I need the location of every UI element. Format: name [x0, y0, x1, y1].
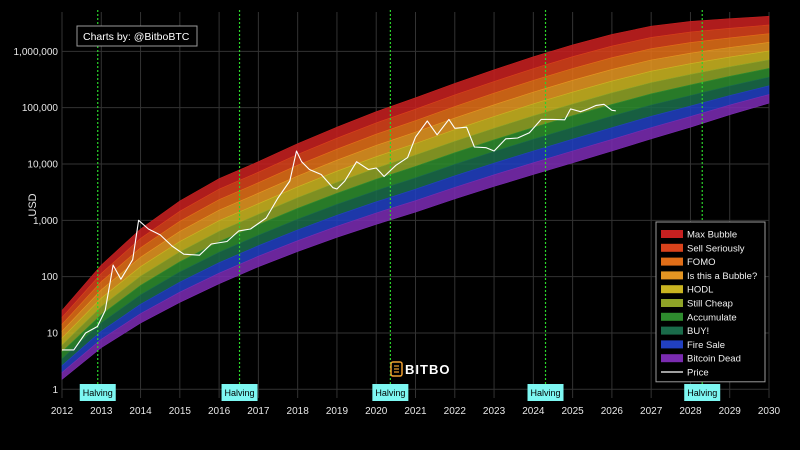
y-tick-label-6: 1,000,000: [14, 47, 59, 58]
legend-swatch: [661, 354, 683, 363]
x-tick-label-17: 2029: [719, 406, 742, 417]
legend-label: Still Cheap: [687, 299, 733, 310]
x-tick-label-16: 2028: [679, 406, 702, 417]
legend-swatch: [661, 243, 683, 252]
credit-text: Charts by: @BitboBTC: [83, 31, 190, 43]
band-bitcoin-dead: [61, 94, 770, 381]
halving-label-text: Halving: [531, 388, 561, 398]
legend-swatch: [661, 257, 683, 266]
legend-label: Bitcoin Dead: [687, 354, 741, 365]
legend-item: BUY!: [661, 326, 709, 337]
x-tick-label-4: 2016: [208, 406, 231, 417]
y-tick-label-5: 100,000: [22, 103, 59, 114]
halving-label-text: Halving: [225, 388, 255, 398]
x-tick-label-11: 2023: [483, 406, 506, 417]
legend-swatch: [661, 230, 683, 238]
legend-label: Sell Seriously: [687, 243, 745, 254]
y-tick-label-4: 10,000: [27, 160, 58, 171]
halving-label-bg: [79, 384, 116, 401]
legend: Max Bubble Sell Seriously FOMO Is this a Bu…: [655, 221, 766, 383]
x-tick-label-1: 2013: [90, 406, 113, 417]
y-tick-label-0: 1: [52, 385, 58, 396]
y-axis-title: USD: [27, 193, 39, 216]
legend-swatch: [661, 285, 683, 294]
halving-labels: Halving Halving Halving Halving Halving: [79, 384, 721, 401]
legend-swatch: [661, 271, 683, 280]
legend-swatch: [661, 299, 683, 307]
axes: 2012 2013 2014 2015 2016 2017 2018 2019 2020 2021…: [14, 47, 781, 417]
legend-item: Sell Seriously: [661, 243, 745, 254]
halving-label-text: Halving: [375, 388, 405, 398]
x-tick-label-12: 2024: [522, 406, 545, 417]
price-line: [62, 103, 616, 351]
price-line-group: [62, 103, 616, 351]
legend-item: Max Bubble: [661, 230, 737, 241]
y-tick-label-2: 100: [41, 272, 58, 283]
halving-label-1: Halving: [221, 384, 258, 401]
bitbo-logo-icon: [390, 361, 403, 377]
x-tick-label-15: 2027: [640, 406, 663, 417]
legend-label: Fire Sale: [687, 340, 725, 351]
x-tick-label-18: 2030: [758, 406, 781, 417]
legend-label: BUY!: [687, 326, 709, 337]
x-tick-label-13: 2025: [561, 406, 584, 417]
legend-item: Accumulate: [661, 312, 737, 323]
credit-box: Charts by: @BitboBTC: [76, 25, 198, 47]
halving-label-2: Halving: [372, 384, 409, 401]
legend-label: HODL: [687, 285, 713, 296]
x-tick-label-6: 2018: [287, 406, 310, 417]
legend-label: Is this a Bubble?: [687, 271, 757, 282]
halving-label-bg: [527, 384, 564, 401]
legend-swatch: [661, 312, 683, 321]
x-tick-label-8: 2020: [365, 406, 388, 417]
legend-label: Accumulate: [687, 312, 737, 323]
legend-item: FOMO: [661, 257, 716, 268]
legend-swatch: [661, 340, 683, 349]
legend-label: Max Bubble: [687, 230, 737, 241]
x-tick-label-0: 2012: [51, 406, 74, 417]
y-tick-label-1: 10: [47, 328, 59, 339]
legend-swatch: [661, 326, 683, 335]
legend-item-price: Price: [661, 368, 709, 379]
legend-item: Bitcoin Dead: [661, 354, 741, 365]
halving-label-text: Halving: [83, 388, 113, 398]
legend-label: Price: [687, 368, 709, 379]
legend-item: Is this a Bubble?: [661, 271, 757, 282]
halving-label-bg: [221, 384, 258, 401]
rainbow-bands: [61, 15, 770, 381]
legend-label: FOMO: [687, 257, 716, 268]
bitbo-watermark: BITBO: [390, 361, 450, 377]
x-tick-label-14: 2026: [601, 406, 624, 417]
x-tick-label-9: 2021: [404, 406, 427, 417]
x-tick-label-2: 2014: [129, 406, 152, 417]
legend-item: Still Cheap: [661, 299, 733, 310]
halving-label-3: Halving: [527, 384, 564, 401]
halving-label-bg: [372, 384, 409, 401]
legend-item: HODL: [661, 285, 713, 296]
halving-label-text: Halving: [687, 388, 717, 398]
y-tick-label-3: 1,000: [33, 216, 58, 227]
halving-label-0: Halving: [79, 384, 116, 401]
halving-label-4: Halving: [684, 384, 721, 401]
x-tick-label-3: 2015: [169, 406, 192, 417]
x-tick-label-5: 2017: [247, 406, 270, 417]
bitbo-wordmark: BITBO: [405, 362, 450, 377]
halving-label-bg: [684, 384, 721, 401]
halving-lines: [97, 10, 703, 398]
legend-item: Fire Sale: [661, 340, 725, 351]
x-tick-label-7: 2019: [326, 406, 349, 417]
x-tick-label-10: 2022: [444, 406, 467, 417]
